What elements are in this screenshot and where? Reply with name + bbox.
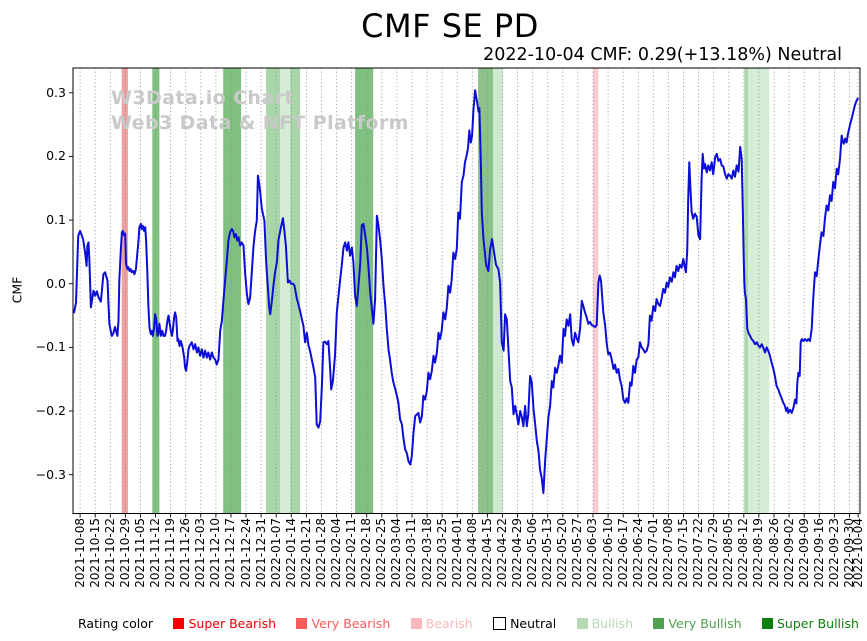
rating-band [121,68,128,514]
x-tick-label: 2022-06-10 [600,518,615,588]
x-tick-label: 2022-01-07 [268,518,283,588]
x-tick-label: 2022-03-25 [434,518,449,588]
x-tick-label: 2022-03-04 [389,518,404,588]
legend-item-very-bearish: Very Bearish [296,616,390,631]
x-tick-label: 2021-11-12 [148,518,163,588]
x-tick-label: 2022-09-23 [826,518,841,588]
super-bearish-swatch-icon [173,618,185,629]
x-tick-label: 2021-12-31 [253,518,268,588]
x-tick-label: 2022-07-15 [676,518,690,588]
y-tick-label: −0.3 [35,466,66,482]
x-tick-label: 2022-07-29 [706,518,721,588]
bullish-swatch-icon [576,618,588,629]
rating-band [223,68,242,514]
x-tick-label: 2022-05-20 [555,518,570,588]
x-tick-label: 2022-03-11 [404,518,419,588]
super-bullish-swatch-icon [761,618,773,629]
y-tick-label: 0.1 [46,212,66,228]
x-tick-label: 2022-06-03 [585,518,600,588]
x-tick-label: 2021-11-26 [178,518,193,588]
rating-band [355,68,374,514]
x-tick-label: 2022-06-17 [615,518,630,588]
legend-item-super-bearish: Super Bearish [173,616,276,631]
rating-band [152,68,160,514]
x-tick-label: 2021-10-15 [87,518,102,588]
legend-item-label: Neutral [510,616,557,631]
legend-item-super-bullish: Super Bullish [761,616,859,631]
rating-legend: Rating color Super Bearish Very Bearish Be… [78,616,859,631]
watermark-line1: W3Data.io Chart [111,87,294,109]
x-tick-label: 2022-09-02 [781,518,796,588]
x-tick-label: 2022-05-13 [540,518,555,588]
x-tick-label: 2021-12-03 [193,518,208,588]
legend-item-label: Super Bullish [776,616,859,631]
bearish-swatch-icon [410,618,422,629]
legend-item-label: Bearish [425,616,473,631]
rating-band [280,68,291,514]
x-tick-label: 2022-05-27 [570,518,585,588]
legend-item-bearish: Bearish [410,616,473,631]
x-tick-label: 2022-07-08 [660,518,675,588]
watermark-line2: Web3 Data & NFT Platform [111,112,409,134]
x-tick-label: 2021-12-24 [238,518,253,588]
x-tick-label: 2022-01-28 [313,518,328,588]
x-tick-label: 2022-04-29 [510,518,525,588]
x-tick-label: 2021-11-19 [163,518,178,588]
x-tick-label: 2021-10-29 [117,518,132,588]
very-bullish-swatch-icon [653,618,665,629]
x-tick-label: 2022-04-01 [449,518,464,588]
x-tick-label: 2022-09-16 [811,518,826,588]
x-tick-label: 2021-11-05 [132,518,147,588]
y-tick-label: 0.0 [46,275,66,291]
x-tick-label: 2022-04-22 [494,518,509,588]
x-tick-label: 2022-06-24 [630,518,645,588]
legend-item-very-bullish: Very Bullish [653,616,742,631]
y-tick-label: −0.1 [35,339,66,355]
x-tick-label: 2022-08-12 [736,518,751,588]
x-tick-label: 2022-04-08 [464,518,479,588]
x-tick-label: 2022-05-06 [525,518,540,588]
x-tick-label: 2022-09-09 [796,518,811,588]
watermark: W3Data.io Chart Web3 Data & NFT Platform [111,86,409,136]
x-tick-label: 2022-02-18 [359,518,374,588]
x-tick-label: 2022-01-21 [298,518,313,588]
x-tick-label: 2022-02-11 [344,518,359,588]
rating-band [748,68,770,514]
x-tick-label: 2022-04-15 [479,518,494,588]
x-tick-label: 2022-03-18 [419,518,434,588]
legend-item-neutral: Neutral [493,616,556,631]
legend-item-label: Very Bearish [311,616,391,631]
legend-item-label: Very Bullish [668,616,742,631]
x-tick-label: 2021-12-17 [223,518,238,588]
legend-item-label: Super Bearish [188,616,277,631]
x-tick-label: 2022-02-25 [374,518,389,588]
very-bearish-swatch-icon [296,618,308,629]
legend-item-bullish: Bullish [576,616,633,631]
y-tick-label: 0.2 [46,148,66,164]
rating-band [744,68,749,514]
x-tick-label: 2022-08-19 [751,518,766,588]
y-tick-label: −0.2 [35,403,66,419]
rating-band [493,68,504,514]
x-tick-label: 2022-08-26 [766,518,781,588]
page-title: CMF SE PD [361,7,539,45]
rating-band [593,68,599,514]
cmf-series-line [73,89,859,495]
neutral-swatch-icon [493,617,507,630]
legend-title: Rating color [78,616,154,631]
y-tick-label: 0.3 [46,84,66,100]
x-tick-label: 2022-01-14 [283,518,298,588]
x-tick-label: 2022-08-05 [721,518,736,588]
x-tick-label: 2022-07-01 [645,518,660,588]
legend-item-label: Bullish [591,616,633,631]
x-tick-label: 2021-10-22 [102,518,117,588]
chart-subtitle: 2022-10-04 CMF: 0.29(+13.18%) Neutral [483,45,842,65]
x-tick-label: 2021-12-10 [208,518,223,588]
x-tick-label: 2021-10-08 [72,518,87,588]
x-tick-label: 2022-10-04 [850,518,865,588]
x-tick-label: 2022-02-04 [329,518,344,588]
x-tick-label: 2022-07-22 [691,518,706,588]
